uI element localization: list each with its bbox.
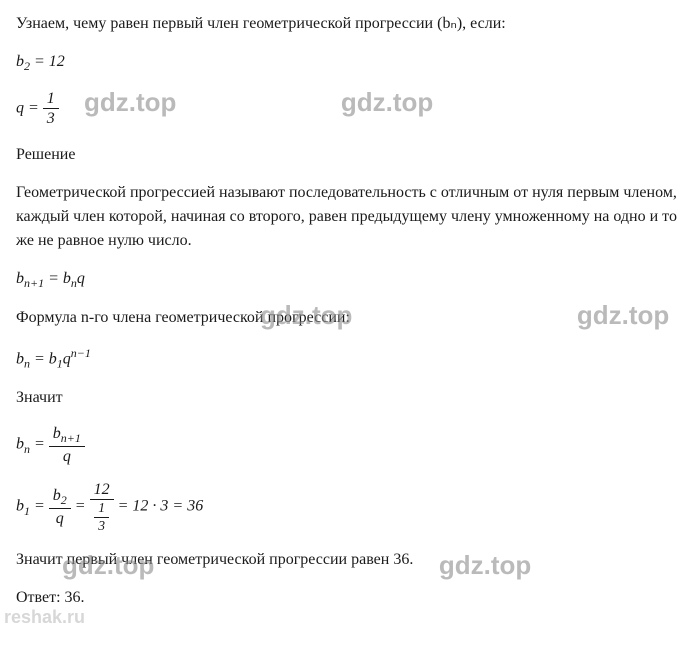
denominator: 3: [94, 518, 109, 534]
answer-text: Ответ: 36.: [16, 586, 683, 610]
nth-label: Формула n-го члена геометрической прогре…: [16, 306, 683, 330]
var-b: b: [16, 270, 24, 287]
numerator: bn+1: [49, 424, 85, 447]
var-b: b: [16, 53, 24, 70]
given-b2: b2 = 12: [16, 50, 683, 75]
var-b: b: [16, 350, 24, 367]
definition-text: Геометрической прогрессией называют посл…: [16, 181, 683, 253]
corner-watermark: reshak.ru: [4, 607, 85, 628]
sup-nm1: n−1: [71, 346, 91, 360]
eq: =: [30, 498, 49, 515]
denominator: q: [49, 509, 71, 528]
var-b: b: [53, 487, 61, 504]
numerator: 12: [90, 480, 114, 500]
var-q: q: [63, 350, 71, 367]
sub-np1: n+1: [61, 431, 81, 445]
var-b: b: [53, 425, 61, 442]
denominator: 13: [90, 500, 114, 534]
calculation-formula: b1 = b2q = 1213 = 12 · 3 = 36: [16, 480, 683, 534]
sub-np1: n+1: [24, 276, 44, 290]
fraction-1-3: 13: [43, 89, 59, 128]
numerator: b2: [49, 486, 71, 509]
given-q: q = 13: [16, 89, 683, 128]
bn-fraction-formula: bn = bn+1q: [16, 424, 683, 466]
numerator: 1: [43, 89, 59, 109]
calc-rest: = 12 · 3 = 36: [114, 498, 204, 515]
eq: =: [71, 498, 90, 515]
fraction-12-13: 1213: [90, 480, 114, 534]
var-q: q =: [16, 100, 43, 117]
eq: =: [30, 350, 49, 367]
var-b: b: [63, 270, 71, 287]
denominator: 3: [43, 109, 59, 128]
var-q: q: [77, 270, 85, 287]
var-b: b: [16, 498, 24, 515]
eq: =: [30, 436, 49, 453]
solution-label: Решение: [16, 143, 683, 167]
var-b: b: [16, 436, 24, 453]
denominator: q: [49, 447, 85, 466]
intro-text: Узнаем, чему равен первый член геометрич…: [16, 12, 683, 36]
eq: =: [44, 270, 63, 287]
conclusion-text: Значит первый член геометрической прогре…: [16, 548, 683, 572]
nth-formula: bn = b1qn−1: [16, 344, 683, 373]
recurrence-formula: bn+1 = bnq: [16, 267, 683, 292]
nested-fraction: 13: [94, 500, 109, 534]
sub-2: 2: [61, 493, 67, 507]
var-b: b: [49, 350, 57, 367]
fraction-b2-q: b2q: [49, 486, 71, 528]
numerator: 1: [94, 500, 109, 517]
znachit-label: Значит: [16, 386, 683, 410]
fraction-bnp1-q: bn+1q: [49, 424, 85, 466]
eq-12: = 12: [30, 53, 65, 70]
